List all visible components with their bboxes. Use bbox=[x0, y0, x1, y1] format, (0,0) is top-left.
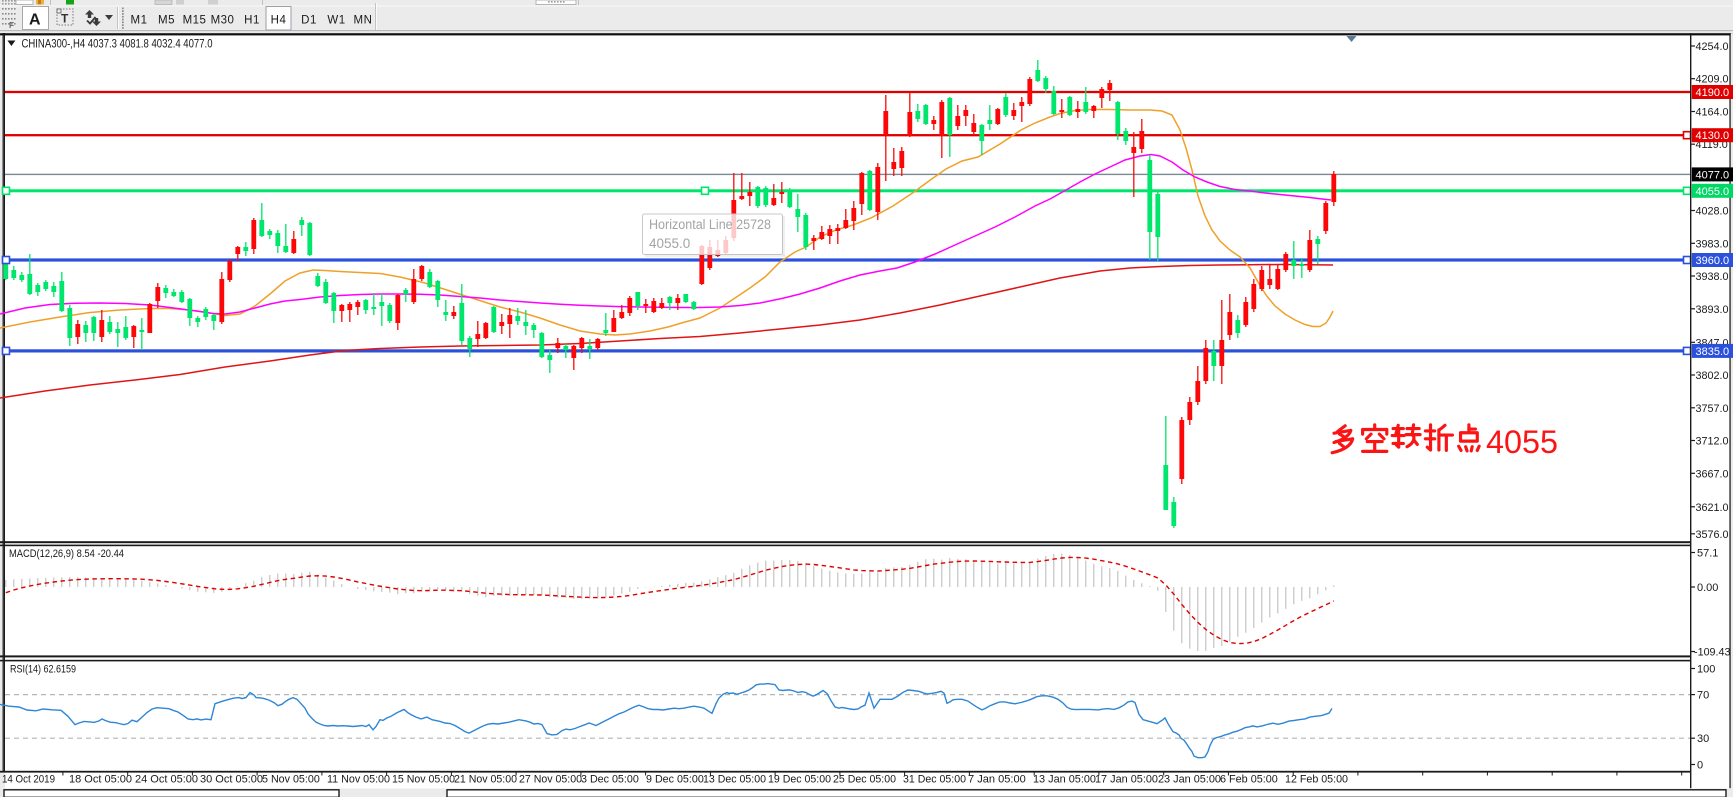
svg-text:3983.0: 3983.0 bbox=[1696, 238, 1729, 250]
svg-text:4055.0: 4055.0 bbox=[1696, 186, 1730, 198]
svg-text:4077.0: 4077.0 bbox=[1696, 169, 1730, 181]
svg-text:17 Jan 05:00: 17 Jan 05:00 bbox=[1095, 774, 1158, 786]
svg-text:4130.0: 4130.0 bbox=[1696, 130, 1730, 142]
svg-text:14 Oct 2019: 14 Oct 2019 bbox=[2, 774, 55, 786]
svg-text:4164.0: 4164.0 bbox=[1696, 107, 1729, 119]
svg-text:CHINA300-,H4 4037.3 4081.8 40: CHINA300-,H4 4037.3 4081.8 4032.4 4077.0 bbox=[22, 39, 213, 51]
svg-text:4055: 4055 bbox=[1486, 424, 1558, 460]
svg-text:T: T bbox=[61, 12, 69, 26]
svg-text:4028.0: 4028.0 bbox=[1696, 206, 1729, 218]
svg-text:21 Nov 05:00: 21 Nov 05:00 bbox=[454, 774, 517, 786]
svg-text:3667.0: 3667.0 bbox=[1696, 468, 1729, 480]
svg-text:3835.0: 3835.0 bbox=[1696, 346, 1730, 358]
svg-text:4190.0: 4190.0 bbox=[1696, 87, 1730, 99]
svg-text:5 Nov 05:00: 5 Nov 05:00 bbox=[262, 774, 320, 786]
svg-text:M15: M15 bbox=[183, 15, 207, 27]
svg-text:13 Jan 05:00: 13 Jan 05:00 bbox=[1033, 774, 1096, 786]
svg-text:D1: D1 bbox=[301, 15, 317, 27]
svg-text:3576.0: 3576.0 bbox=[1696, 529, 1729, 541]
svg-text:-109.43: -109.43 bbox=[1694, 647, 1731, 659]
svg-text:100: 100 bbox=[1697, 664, 1715, 676]
svg-text:H1: H1 bbox=[244, 15, 260, 27]
svg-text:3960.0: 3960.0 bbox=[1696, 255, 1730, 267]
svg-text:30 Oct 05:00: 30 Oct 05:00 bbox=[200, 774, 263, 786]
svg-text:H4: H4 bbox=[271, 15, 287, 27]
svg-text:MACD(12,26,9) 8.54 -20.44: MACD(12,26,9) 8.54 -20.44 bbox=[9, 548, 124, 560]
svg-text:25 Dec 05:00: 25 Dec 05:00 bbox=[833, 774, 896, 786]
svg-text:3621.0: 3621.0 bbox=[1696, 502, 1729, 514]
svg-text:4209.0: 4209.0 bbox=[1696, 74, 1729, 86]
svg-text:19 Dec 05:00: 19 Dec 05:00 bbox=[768, 774, 831, 786]
svg-text:M5: M5 bbox=[158, 15, 175, 27]
svg-text:3802.0: 3802.0 bbox=[1696, 370, 1729, 382]
svg-text:4055.0: 4055.0 bbox=[649, 236, 690, 251]
svg-text:31 Dec 05:00: 31 Dec 05:00 bbox=[903, 774, 966, 786]
svg-text:M30: M30 bbox=[211, 15, 235, 27]
svg-text:0: 0 bbox=[1697, 760, 1703, 772]
svg-text:7 Jan 05:00: 7 Jan 05:00 bbox=[968, 774, 1026, 786]
svg-text:3712.0: 3712.0 bbox=[1696, 436, 1729, 448]
svg-text:11 Nov 05:00: 11 Nov 05:00 bbox=[327, 774, 390, 786]
svg-text:18 Oct 05:00: 18 Oct 05:00 bbox=[69, 774, 132, 786]
svg-text:A: A bbox=[29, 12, 41, 29]
svg-text:13 Dec 05:00: 13 Dec 05:00 bbox=[703, 774, 766, 786]
svg-text:23 Jan 05:00: 23 Jan 05:00 bbox=[1158, 774, 1221, 786]
svg-text:70: 70 bbox=[1697, 690, 1709, 702]
svg-text:30: 30 bbox=[1697, 733, 1709, 745]
svg-text:3757.0: 3757.0 bbox=[1696, 403, 1729, 415]
svg-text:57.1: 57.1 bbox=[1697, 548, 1718, 560]
svg-text:RSI(14) 62.6159: RSI(14) 62.6159 bbox=[10, 664, 76, 676]
svg-text:3893.0: 3893.0 bbox=[1696, 304, 1729, 316]
svg-text:F: F bbox=[9, 20, 14, 30]
svg-text:15 Nov 05:00: 15 Nov 05:00 bbox=[392, 774, 455, 786]
svg-text:0.00: 0.00 bbox=[1697, 582, 1718, 594]
svg-text:9 Dec 05:00: 9 Dec 05:00 bbox=[646, 774, 704, 786]
svg-text:Horizontal Line 25728: Horizontal Line 25728 bbox=[649, 217, 771, 232]
svg-text:6 Feb 05:00: 6 Feb 05:00 bbox=[1220, 774, 1278, 786]
svg-text:W1: W1 bbox=[327, 15, 345, 27]
svg-text:27 Nov 05:00: 27 Nov 05:00 bbox=[519, 774, 582, 786]
svg-text:24 Oct 05:00: 24 Oct 05:00 bbox=[135, 774, 198, 786]
svg-text:M1: M1 bbox=[131, 15, 148, 27]
svg-text:12 Feb 05:00: 12 Feb 05:00 bbox=[1285, 774, 1348, 786]
svg-text:MN: MN bbox=[354, 15, 373, 27]
svg-text:3 Dec 05:00: 3 Dec 05:00 bbox=[581, 774, 639, 786]
svg-text:4254.0: 4254.0 bbox=[1696, 41, 1729, 53]
svg-text:3938.0: 3938.0 bbox=[1696, 271, 1729, 283]
